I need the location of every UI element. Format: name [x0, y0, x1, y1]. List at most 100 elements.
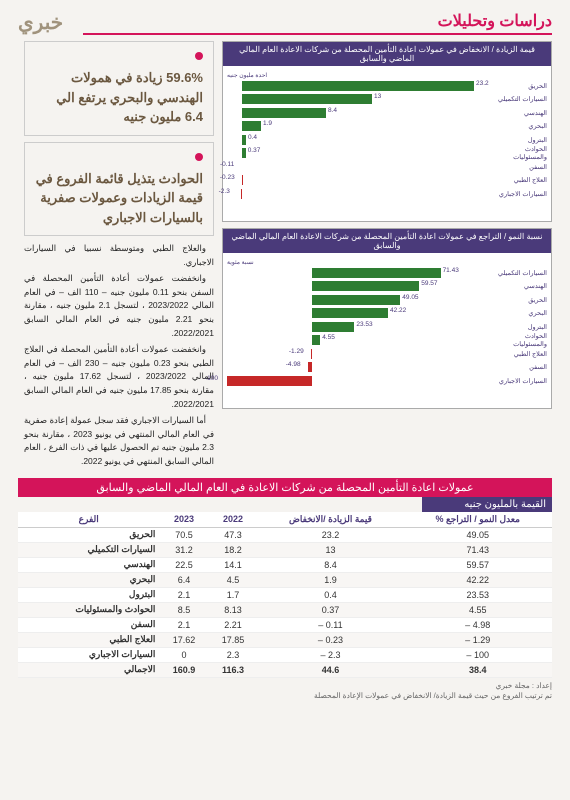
bar-fill	[312, 295, 400, 305]
table-title: عمولات اعادة التأمين المحصلة من شركات ال…	[18, 478, 552, 497]
bar-fill	[241, 189, 242, 199]
bar-value: 59.57	[421, 280, 437, 287]
table-cell: 0.4	[258, 587, 404, 602]
table-cell: 22.5	[159, 557, 208, 572]
bar-value: 71.43	[443, 267, 459, 274]
bar-fill	[242, 94, 372, 104]
main-grid: قيمة الزيادة / الانخفاض في عمولات اعادة …	[18, 41, 552, 472]
table-cell: السيارات الاجباري	[18, 647, 159, 662]
bar-row: السيارات التكميلي71.43	[227, 266, 547, 280]
table-cell: 4.98 –	[403, 617, 552, 632]
bar-value: -0.11	[220, 161, 234, 168]
table-cell: 0.23 –	[258, 632, 404, 647]
table-cell: البحري	[18, 572, 159, 587]
footer-line2: تم ترتيب الفروع من حيث قيمة الزيادة/ الا…	[18, 691, 552, 702]
bar-value: 42.22	[390, 307, 406, 314]
bar-track: -1.29	[227, 349, 493, 359]
table-cell: 17.62	[159, 632, 208, 647]
data-table-section: عمولات اعادة التأمين المحصلة من شركات ال…	[18, 478, 552, 702]
table-row: 49.0523.247.370.5الحريق	[18, 527, 552, 542]
table-cell: 2.1	[159, 587, 208, 602]
table-cell: 42.22	[403, 572, 552, 587]
bar-value: 8.4	[328, 107, 337, 114]
bar-value: 49.05	[402, 294, 418, 301]
bar-value: 13	[374, 93, 381, 100]
chart2-title: نسبة النمو / التراجع في عمولات اعادة الت…	[223, 229, 551, 253]
bar-track: 1.9	[227, 121, 493, 131]
bar-fill	[242, 121, 261, 131]
table-cell: 44.6	[258, 662, 404, 677]
site-logo: خبري	[18, 10, 63, 35]
bar-row: السفن-4.98	[227, 361, 547, 375]
table-cell: الحوادث والمسئوليات	[18, 602, 159, 617]
table-cell: 1.29 –	[403, 632, 552, 647]
bar-label: البترول	[493, 136, 547, 144]
table-row: 4.550.378.138.5الحوادث والمسئوليات	[18, 602, 552, 617]
table-cell: 160.9	[159, 662, 208, 677]
table-cell: 14.1	[208, 557, 257, 572]
table-col-header: معدل النمو / التراجع %	[403, 512, 552, 528]
table-row: 59.578.414.122.5الهندسي	[18, 557, 552, 572]
table-cell: السيارات التكميلي	[18, 542, 159, 557]
table-col-header: 2022	[208, 512, 257, 528]
bar-fill	[242, 81, 474, 91]
table-cell: 31.2	[159, 542, 208, 557]
pin-icon	[195, 52, 203, 60]
chart1-title: قيمة الزيادة / الانخفاض في عمولات اعادة …	[223, 42, 551, 66]
table-cell: 2.3	[208, 647, 257, 662]
table-row: 4.98 –0.11 –2.212.1السفن	[18, 617, 552, 632]
chart2-body: نسبة مئوية السيارات التكميلي71.43 الهندسي…	[223, 253, 551, 408]
bar-track: -0.23	[227, 175, 493, 185]
table-cell: 18.2	[208, 542, 257, 557]
bar-row: السفن-0.11	[227, 160, 547, 174]
bar-track: 42.22	[227, 308, 493, 318]
commissions-table: معدل النمو / التراجع %قيمة الزيادة /الان…	[18, 512, 552, 678]
bar-fill	[242, 135, 246, 145]
table-cell: 23.53	[403, 587, 552, 602]
table-body: 49.0523.247.370.5الحريق71.431318.231.2ال…	[18, 527, 552, 677]
table-row: 23.530.41.72.1البترول	[18, 587, 552, 602]
table-cell: 8.5	[159, 602, 208, 617]
bar-value: -0.23	[220, 174, 235, 181]
bar-value: 4.55	[322, 334, 335, 341]
table-cell: 2.1	[159, 617, 208, 632]
table-cell: 116.3	[208, 662, 257, 677]
page-header: دراسات وتحليلات خبري	[18, 10, 552, 35]
bar-value: 23.2	[476, 80, 489, 87]
bar-label: السفن	[493, 163, 547, 171]
bar-label: الحريق	[493, 296, 547, 304]
bar-fill	[312, 322, 354, 332]
table-cell: 1.9	[258, 572, 404, 587]
bar-track: 71.43	[227, 268, 493, 278]
table-cell: 2.3 –	[258, 647, 404, 662]
bar-row: الهندسي8.4	[227, 106, 547, 120]
chart1-body: احدة مليون جنيه الحريق23.2السيارات التكم…	[223, 66, 551, 221]
bar-label: الهندسي	[493, 282, 547, 290]
table-cell: 0.37	[258, 602, 404, 617]
text-column: 59.6% زيادة في همولات الهندسي والبحري ير…	[24, 41, 214, 472]
table-col-header: الفرع	[18, 512, 159, 528]
table-cell: 2.21	[208, 617, 257, 632]
table-cell: 23.2	[258, 527, 404, 542]
bar-value: -1.29	[289, 348, 304, 355]
table-col-header: 2023	[159, 512, 208, 528]
table-cell: العلاج الطبي	[18, 632, 159, 647]
bar-track: 0.4	[227, 135, 493, 145]
bar-track: 0.37	[227, 148, 493, 158]
table-cell: 17.85	[208, 632, 257, 647]
bar-row: الحريق23.2	[227, 79, 547, 93]
bar-value: -4.98	[286, 361, 301, 368]
table-cell: 47.3	[208, 527, 257, 542]
table-cell: 70.5	[159, 527, 208, 542]
table-row: 1.29 –0.23 –17.8517.62العلاج الطبي	[18, 632, 552, 647]
bar-fill	[312, 281, 419, 291]
bar-row: البحري1.9	[227, 120, 547, 134]
table-subtitle: القيمة بالمليون جنيه	[422, 497, 552, 512]
callout-2-text: الحوادث يتذيل قائمة الفروع في قيمة الزيا…	[35, 169, 203, 228]
bar-row: العلاج الطبي-1.29	[227, 347, 547, 361]
table-cell: 0	[159, 647, 208, 662]
bar-track: -4.98	[227, 362, 493, 372]
chart2-unit: نسبة مئوية	[227, 259, 547, 266]
bar-fill	[242, 108, 326, 118]
chart1-unit: احدة مليون جنيه	[227, 72, 547, 79]
